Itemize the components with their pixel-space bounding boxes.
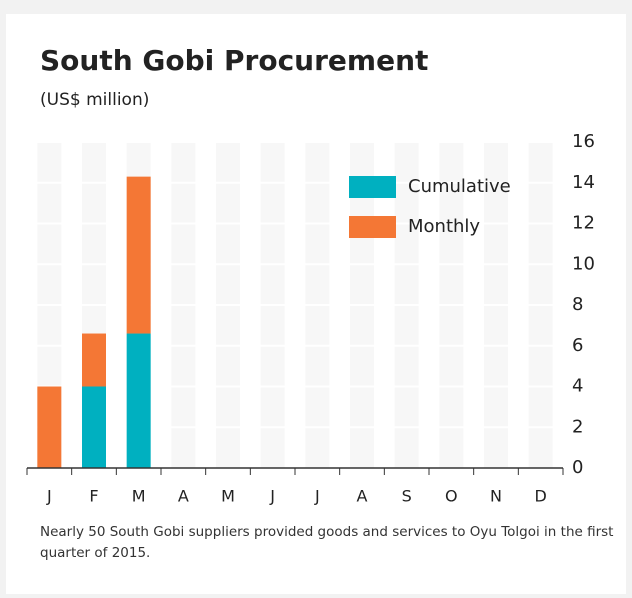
x-tick-label: N: [490, 487, 502, 506]
chart-title: South Gobi Procurement: [40, 44, 428, 77]
bar: [82, 333, 106, 387]
legend-label: Monthly: [408, 216, 480, 237]
y-tick-label: 16: [572, 131, 595, 152]
bar: [37, 386, 62, 468]
y-tick-label: 6: [572, 335, 583, 356]
x-tick-label: J: [314, 487, 320, 506]
x-tick-label: O: [445, 487, 458, 506]
x-tick-label: M: [221, 487, 235, 506]
y-tick-label: 14: [572, 172, 595, 193]
x-tick-label: S: [402, 487, 412, 506]
x-tick-label: F: [89, 487, 98, 506]
y-tick-label: 12: [572, 213, 595, 234]
x-tick-label: J: [269, 487, 275, 506]
legend-swatch: [349, 176, 396, 198]
y-tick-label: 4: [572, 376, 583, 397]
chart-note: Nearly 50 South Gobi suppliers provided …: [40, 524, 614, 561]
x-tick-label: A: [357, 487, 368, 506]
legend-swatch: [349, 216, 396, 238]
bar: [82, 386, 106, 468]
y-tick-label: 10: [572, 253, 595, 274]
y-tick-label: 2: [572, 416, 583, 437]
x-tick-label: A: [178, 487, 189, 506]
legend-label: Cumulative: [408, 176, 511, 197]
x-tick-label: D: [535, 487, 547, 506]
x-tick-label: J: [46, 487, 52, 506]
note-box: Nearly 50 South Gobi suppliers provided …: [40, 524, 614, 561]
bar: [126, 333, 151, 468]
bar: [126, 176, 151, 334]
x-tick-label: M: [132, 487, 146, 506]
y-tick-label: 0: [572, 457, 583, 478]
y-tick-label: 8: [572, 294, 583, 315]
chart-subtitle: (US$ million): [40, 90, 149, 110]
